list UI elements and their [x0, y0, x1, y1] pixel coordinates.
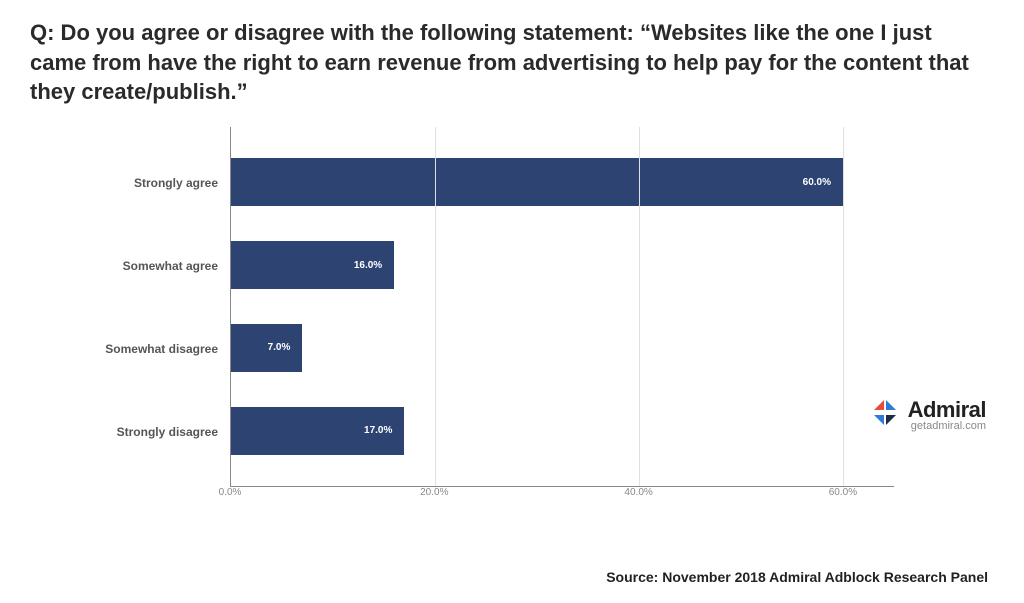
- bars-container: 60.0% 16.0% 7.0% 17.0%: [231, 127, 894, 486]
- bar: 60.0%: [231, 158, 843, 206]
- bar-row: 7.0%: [231, 324, 894, 372]
- x-tick-label: 40.0%: [624, 487, 652, 498]
- brand-url: getadmiral.com: [908, 421, 986, 433]
- bar-value-label: 16.0%: [354, 260, 382, 271]
- bar-row: 17.0%: [231, 407, 894, 455]
- brand-name: Admiral: [908, 398, 986, 421]
- x-tick-label: 60.0%: [829, 487, 857, 498]
- gridline: [843, 127, 844, 486]
- category-axis: Strongly agree Somewhat agree Somewhat d…: [30, 127, 230, 487]
- survey-question: Q: Do you agree or disagree with the fol…: [30, 18, 994, 107]
- bar: 16.0%: [231, 241, 394, 289]
- gridline: [435, 127, 436, 486]
- bar: 17.0%: [231, 407, 404, 455]
- category-label: Strongly agree: [30, 159, 230, 207]
- bar-value-label: 60.0%: [803, 177, 831, 188]
- category-label: Strongly disagree: [30, 408, 230, 456]
- category-label: Somewhat disagree: [30, 325, 230, 373]
- source-line: Source: November 2018 Admiral Adblock Re…: [606, 569, 988, 585]
- bar: 7.0%: [231, 324, 302, 372]
- plot-area: 60.0% 16.0% 7.0% 17.0%: [230, 127, 894, 487]
- category-label: Somewhat agree: [30, 242, 230, 290]
- bar-value-label: 17.0%: [364, 425, 392, 436]
- bar-value-label: 7.0%: [268, 342, 291, 353]
- bar-chart: Strongly agree Somewhat agree Somewhat d…: [30, 127, 994, 527]
- bar-row: 60.0%: [231, 158, 894, 206]
- x-tick-label: 0.0%: [219, 487, 242, 498]
- x-axis-ticks: 0.0%20.0%40.0%60.0%: [230, 487, 894, 527]
- admiral-icon: [870, 398, 900, 433]
- brand-logo: Admiral getadmiral.com: [870, 398, 986, 433]
- plot-frame: 60.0% 16.0% 7.0% 17.0%: [230, 127, 894, 487]
- gridline: [639, 127, 640, 486]
- x-tick-label: 20.0%: [420, 487, 448, 498]
- bar-row: 16.0%: [231, 241, 894, 289]
